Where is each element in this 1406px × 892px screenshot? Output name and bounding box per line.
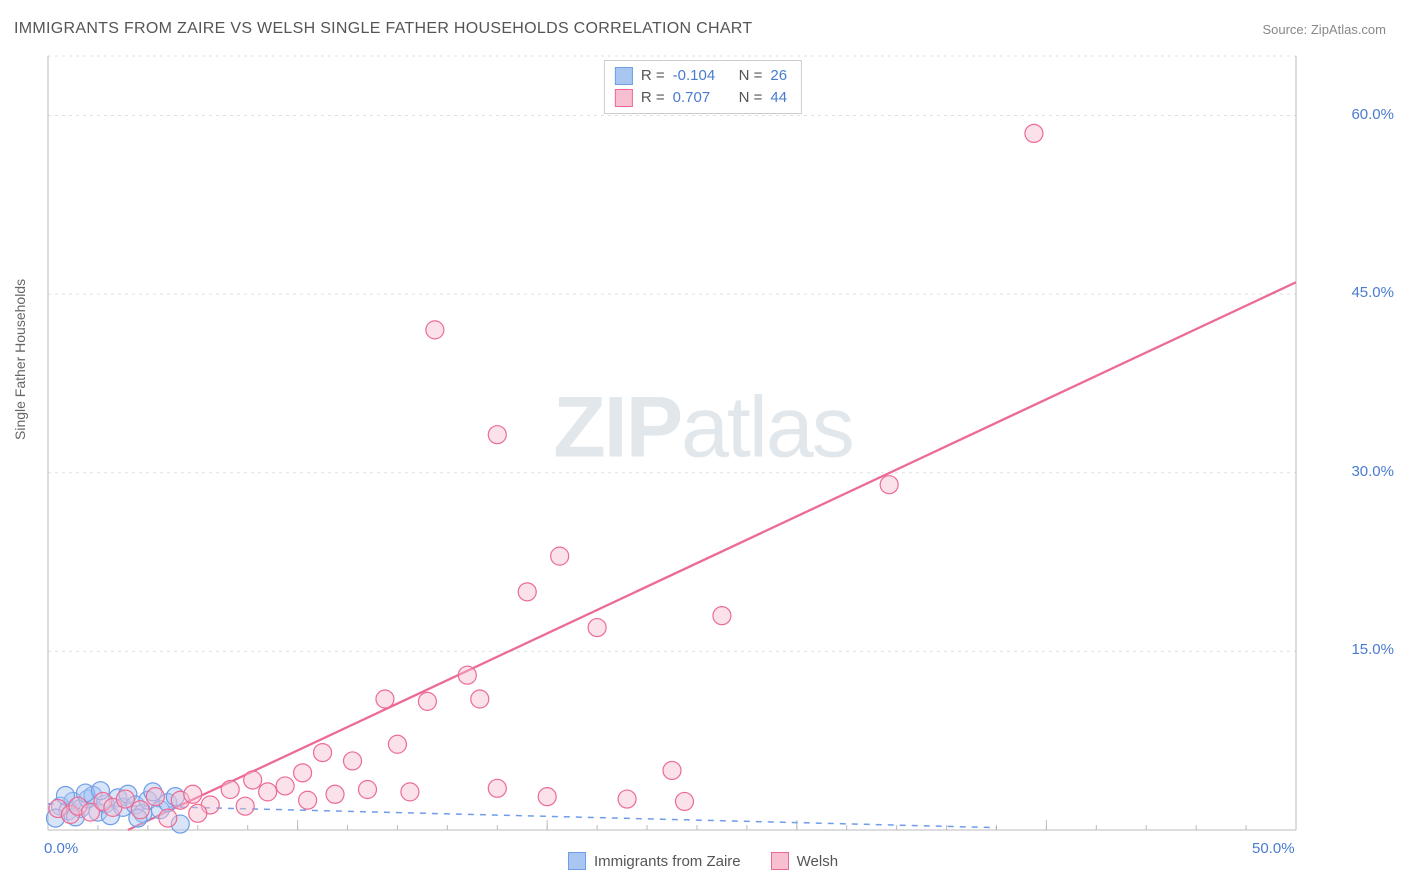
scatter-point xyxy=(518,583,536,601)
scatter-point xyxy=(314,744,332,762)
x-axis-max-label: 50.0% xyxy=(1252,840,1295,857)
legend-r-label: R = xyxy=(641,87,665,109)
legend-n-label: N = xyxy=(739,65,763,87)
scatter-point xyxy=(675,792,693,810)
scatter-point xyxy=(588,619,606,637)
trend-line xyxy=(128,282,1296,830)
legend-n-value: 26 xyxy=(770,65,787,87)
legend-series-label: Welsh xyxy=(797,853,838,870)
scatter-point xyxy=(344,752,362,770)
scatter-point xyxy=(551,547,569,565)
scatter-point xyxy=(276,777,294,795)
scatter-point xyxy=(1025,124,1043,142)
scatter-point xyxy=(189,804,207,822)
correlation-legend: R = -0.104 N = 26 R = 0.707 N = 44 xyxy=(604,60,802,114)
scatter-point xyxy=(131,801,149,819)
scatter-point xyxy=(713,607,731,625)
legend-r-value: 0.707 xyxy=(673,87,731,109)
scatter-point xyxy=(236,797,254,815)
scatter-point xyxy=(426,321,444,339)
legend-series-label: Immigrants from Zaire xyxy=(594,853,741,870)
series-legend: Immigrants from Zaire Welsh xyxy=(0,852,1406,870)
legend-n-label: N = xyxy=(739,87,763,109)
scatter-point xyxy=(116,790,134,808)
scatter-chart xyxy=(0,0,1406,892)
scatter-point xyxy=(458,666,476,684)
y-tick-label: 30.0% xyxy=(1351,463,1394,480)
scatter-point xyxy=(259,783,277,801)
scatter-point xyxy=(221,781,239,799)
legend-r-label: R = xyxy=(641,65,665,87)
legend-correlation-row: R = -0.104 N = 26 xyxy=(615,65,787,87)
legend-series-item: Immigrants from Zaire xyxy=(568,852,741,870)
legend-swatch xyxy=(615,67,633,85)
scatter-point xyxy=(418,692,436,710)
scatter-point xyxy=(663,761,681,779)
legend-swatch xyxy=(771,852,789,870)
scatter-point xyxy=(618,790,636,808)
scatter-point xyxy=(388,735,406,753)
scatter-point xyxy=(326,785,344,803)
scatter-point xyxy=(488,779,506,797)
scatter-point xyxy=(244,771,262,789)
legend-swatch xyxy=(568,852,586,870)
scatter-point xyxy=(294,764,312,782)
scatter-point xyxy=(471,690,489,708)
scatter-point xyxy=(299,791,317,809)
scatter-point xyxy=(880,476,898,494)
legend-swatch xyxy=(615,89,633,107)
scatter-point xyxy=(159,809,177,827)
scatter-point xyxy=(146,788,164,806)
legend-r-value: -0.104 xyxy=(673,65,731,87)
scatter-point xyxy=(401,783,419,801)
scatter-point xyxy=(538,788,556,806)
legend-series-item: Welsh xyxy=(771,852,838,870)
scatter-point xyxy=(488,426,506,444)
y-tick-label: 15.0% xyxy=(1351,641,1394,658)
legend-n-value: 44 xyxy=(770,87,787,109)
x-axis-min-label: 0.0% xyxy=(44,840,78,857)
scatter-point xyxy=(358,781,376,799)
legend-correlation-row: R = 0.707 N = 44 xyxy=(615,87,787,109)
scatter-point xyxy=(376,690,394,708)
y-tick-label: 45.0% xyxy=(1351,284,1394,301)
y-tick-label: 60.0% xyxy=(1351,106,1394,123)
scatter-point xyxy=(184,785,202,803)
